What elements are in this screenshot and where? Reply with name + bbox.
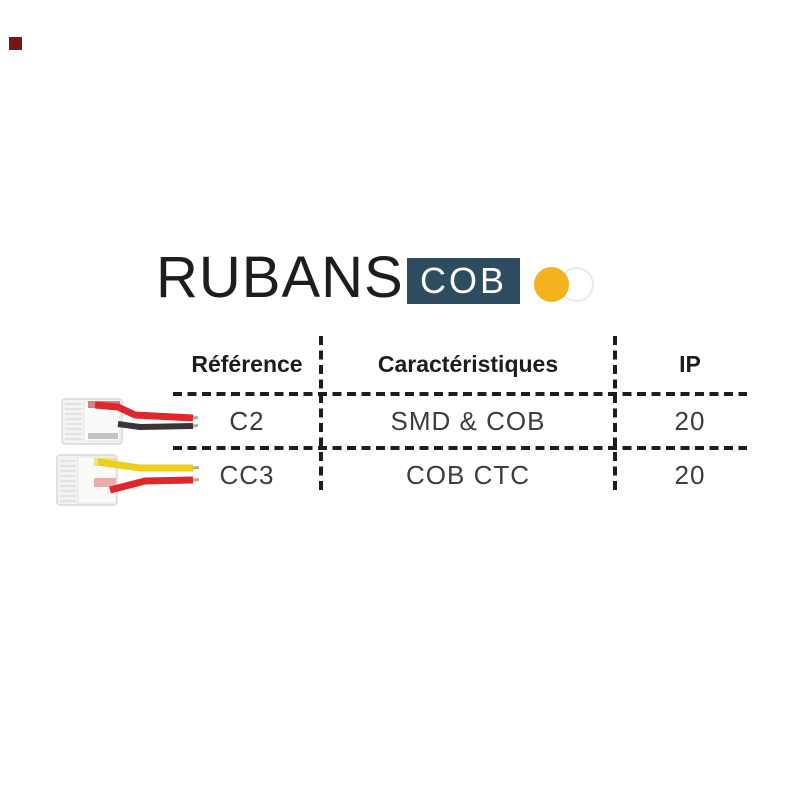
column-header-caracteristiques: Caractéristiques bbox=[377, 350, 559, 377]
yellow-wire bbox=[97, 458, 193, 472]
connector-clamp-ridges bbox=[65, 403, 82, 440]
connector-gray-print bbox=[88, 433, 118, 439]
connector-red-print bbox=[94, 478, 116, 487]
wire-tip bbox=[192, 478, 200, 482]
page-title: RUBANS bbox=[156, 245, 404, 310]
wire-tip bbox=[192, 424, 199, 428]
cob-badge: COB bbox=[407, 258, 520, 304]
column-header-reference: Référence bbox=[191, 350, 303, 377]
red-wire bbox=[109, 476, 194, 494]
corner-marker bbox=[9, 37, 22, 50]
led-dot-yellow bbox=[534, 267, 569, 302]
cell-reference-row2: CC3 bbox=[219, 459, 275, 490]
wire-tip bbox=[192, 416, 199, 420]
cell-ip-row1: 20 bbox=[674, 405, 706, 436]
cell-caracteristiques-row1: SMD & COB bbox=[390, 405, 546, 436]
column-header-ip: IP bbox=[679, 350, 701, 377]
cell-ip-row2: 20 bbox=[674, 459, 706, 490]
product-image-c2 bbox=[61, 398, 199, 445]
product-image-cc3 bbox=[56, 454, 200, 506]
black-wire bbox=[117, 421, 194, 430]
cell-reference-row1: C2 bbox=[229, 405, 265, 436]
wire-tip bbox=[192, 466, 200, 470]
connector-clamp-ridges bbox=[60, 460, 76, 502]
red-wire bbox=[94, 401, 194, 422]
cell-caracteristiques-row2: COB CTC bbox=[406, 459, 530, 490]
